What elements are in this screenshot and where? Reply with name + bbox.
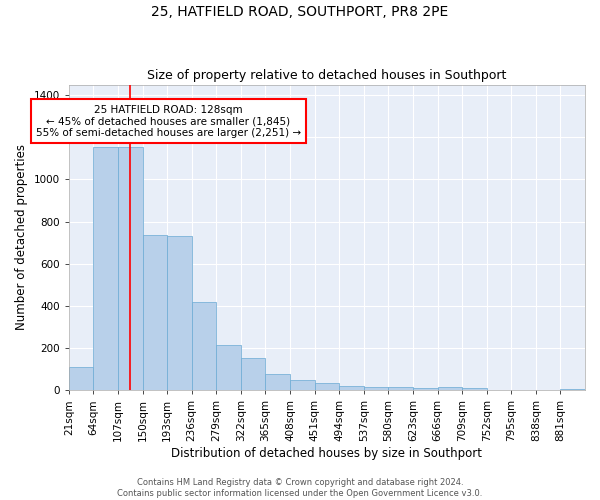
- Text: 25 HATFIELD ROAD: 128sqm
← 45% of detached houses are smaller (1,845)
55% of sem: 25 HATFIELD ROAD: 128sqm ← 45% of detach…: [36, 104, 301, 138]
- Bar: [388, 388, 413, 390]
- Y-axis label: Number of detached properties: Number of detached properties: [15, 144, 28, 330]
- Bar: [364, 387, 388, 390]
- Bar: [437, 388, 462, 390]
- Bar: [143, 236, 167, 390]
- Title: Size of property relative to detached houses in Southport: Size of property relative to detached ho…: [147, 69, 506, 82]
- Bar: [118, 147, 143, 390]
- Bar: [290, 380, 314, 390]
- Bar: [462, 388, 487, 390]
- Bar: [217, 345, 241, 391]
- Bar: [94, 147, 118, 390]
- Bar: [69, 367, 94, 390]
- Text: 25, HATFIELD ROAD, SOUTHPORT, PR8 2PE: 25, HATFIELD ROAD, SOUTHPORT, PR8 2PE: [151, 5, 449, 19]
- Bar: [339, 386, 364, 390]
- Bar: [413, 388, 437, 390]
- Bar: [241, 358, 265, 390]
- Bar: [192, 302, 217, 390]
- Bar: [314, 384, 339, 390]
- Bar: [167, 236, 192, 390]
- X-axis label: Distribution of detached houses by size in Southport: Distribution of detached houses by size …: [172, 447, 482, 460]
- Bar: [265, 374, 290, 390]
- Text: Contains HM Land Registry data © Crown copyright and database right 2024.
Contai: Contains HM Land Registry data © Crown c…: [118, 478, 482, 498]
